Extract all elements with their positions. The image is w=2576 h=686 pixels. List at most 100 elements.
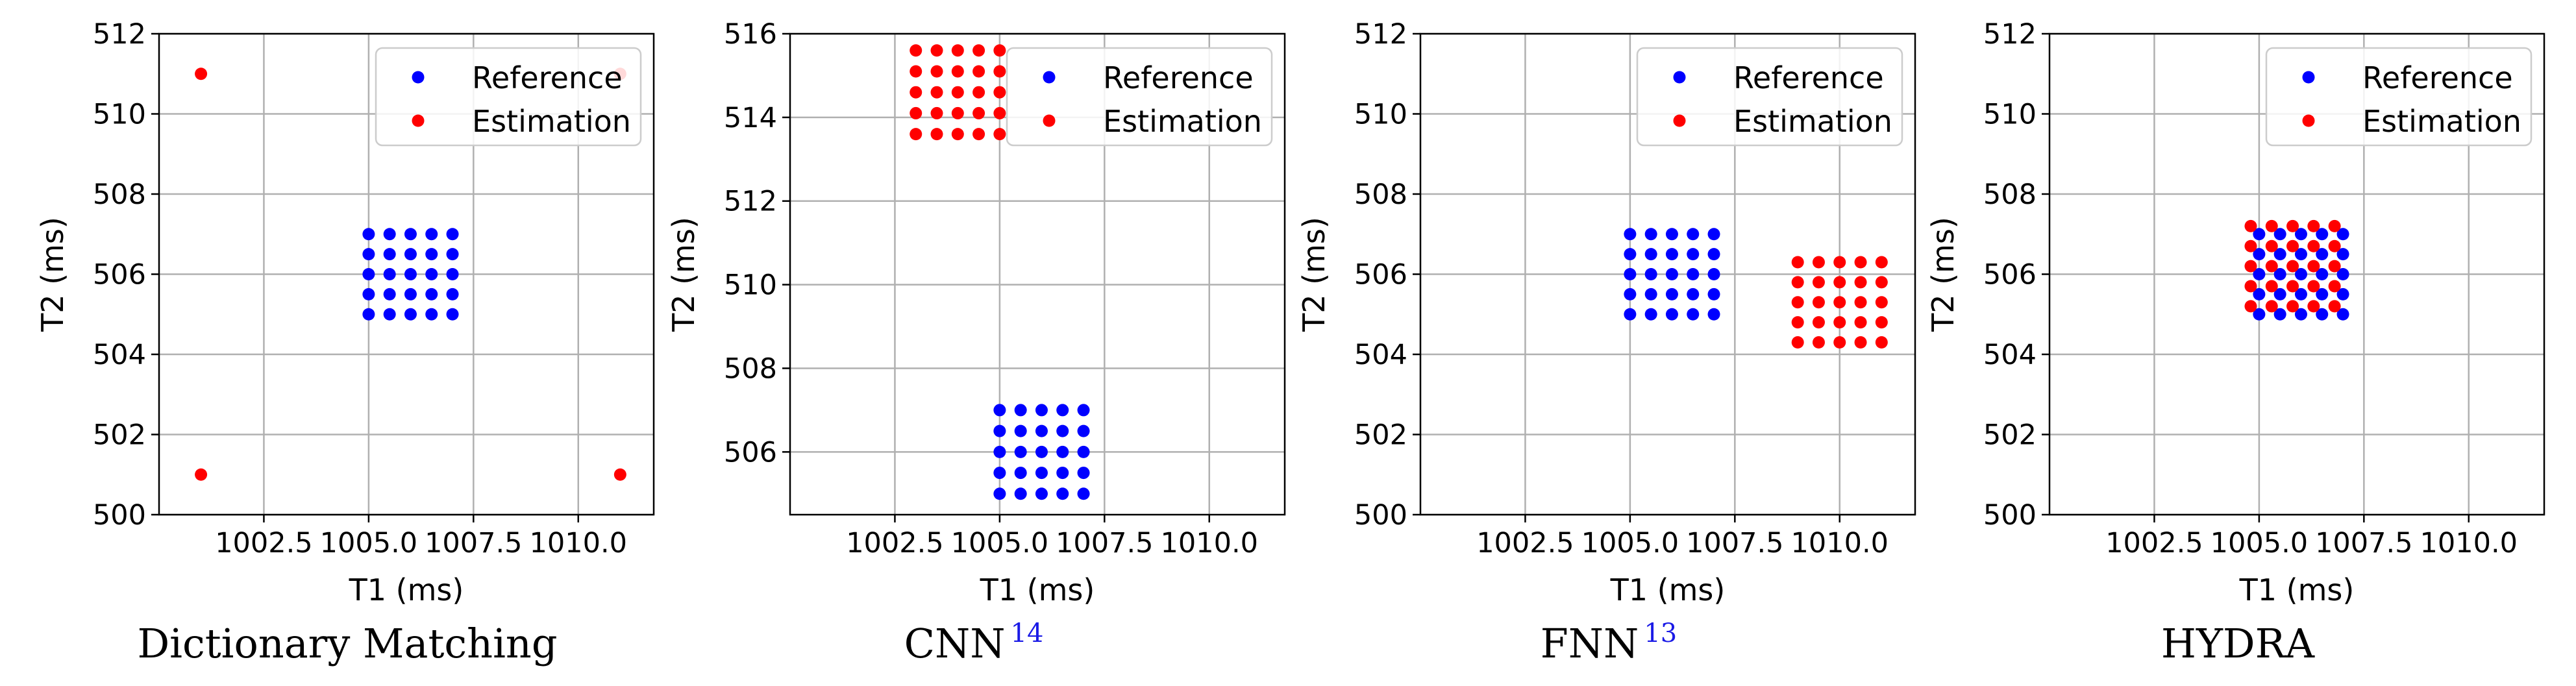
reference-point	[383, 268, 396, 280]
estimation-point	[1791, 256, 1804, 269]
estimation-point	[2244, 239, 2257, 252]
y-axis-label: T2 (ms)	[1926, 217, 1961, 332]
estimation-point	[910, 44, 923, 57]
estimation-point	[613, 468, 626, 481]
reference-point	[362, 268, 375, 280]
legend-reference-marker	[1673, 71, 1686, 84]
estimation-point	[2286, 300, 2299, 313]
panel-caption: HYDRA	[2161, 620, 2315, 667]
reference-point	[993, 487, 1006, 500]
y-tick-label: 512	[724, 186, 777, 218]
reference-point	[1665, 268, 1678, 280]
y-tick-label: 502	[93, 419, 146, 452]
x-tick-label: 1010.0	[2420, 527, 2518, 559]
estimation-point	[2265, 260, 2278, 273]
legend-estimation-marker	[1673, 114, 1686, 127]
estimation-point	[2265, 239, 2278, 252]
estimation-point	[2265, 300, 2278, 313]
x-tick-label: 1002.5	[1476, 527, 1574, 559]
legend-box	[1006, 47, 1273, 147]
reference-point	[1665, 288, 1678, 300]
estimation-point	[972, 106, 985, 119]
reference-point	[1624, 228, 1637, 241]
reference-point	[446, 288, 459, 300]
reference-point	[2273, 248, 2286, 261]
legend-reference-label: Reference	[472, 60, 623, 95]
legend-reference-marker	[412, 71, 425, 84]
reference-point	[1644, 228, 1657, 241]
reference-point	[1644, 248, 1657, 261]
y-tick-label: 510	[93, 99, 146, 131]
estimation-point	[910, 128, 923, 141]
x-tick-label: 1005.0	[2211, 527, 2308, 559]
estimation-point	[993, 44, 1006, 57]
reference-point	[1687, 288, 1700, 300]
estimation-point	[2307, 300, 2320, 313]
reference-point	[383, 308, 396, 321]
reference-point	[1624, 248, 1637, 261]
reference-point	[1056, 424, 1069, 437]
reference-point	[1077, 467, 1090, 480]
legend-estimation-label: Estimation	[2362, 104, 2521, 139]
y-tick-label: 502	[1354, 419, 1407, 452]
estimation-point	[2265, 219, 2278, 232]
y-tick-label: 504	[1983, 339, 2037, 371]
reference-point	[1707, 248, 1720, 261]
reference-point	[1624, 288, 1637, 300]
panel-caption-text: HYDRA	[2161, 620, 2315, 667]
reference-point	[1644, 308, 1657, 321]
reference-point	[383, 248, 396, 261]
y-axis-label: T2 (ms)	[666, 217, 701, 332]
reference-point	[2294, 268, 2307, 280]
reference-point	[2316, 268, 2329, 280]
reference-point	[1077, 424, 1090, 437]
estimation-point	[951, 65, 964, 78]
legend-estimation-label: Estimation	[472, 104, 631, 139]
estimation-point	[993, 65, 1006, 78]
estimation-point	[2244, 260, 2257, 273]
plot-area	[195, 67, 626, 481]
estimation-point	[2328, 280, 2341, 293]
panel-caption: Dictionary Matching	[137, 620, 557, 667]
reference-point	[2273, 228, 2286, 241]
estimation-point	[1812, 276, 1825, 289]
legend-reference-marker	[1043, 71, 1056, 84]
chart-panel-4: 1002.5 1005.0 1007.5 1010.0 500 502 504 506 508 5…	[1926, 18, 2545, 667]
y-tick-label: 504	[93, 339, 146, 371]
reference-point	[1035, 445, 1048, 458]
reference-point	[2253, 288, 2266, 300]
reference-point	[993, 467, 1006, 480]
legend: Reference Estimation	[1006, 47, 1273, 147]
reference-point	[2294, 248, 2307, 261]
legend-box	[2265, 47, 2533, 147]
y-tick-label: 506	[1983, 259, 2037, 291]
reference-point	[404, 308, 417, 321]
estimation-point	[1875, 316, 1888, 329]
y-tick-label: 516	[724, 18, 777, 51]
reference-point	[1687, 268, 1700, 280]
legend-reference-label: Reference	[1733, 60, 1884, 95]
legend: Reference Estimation	[2265, 47, 2533, 147]
estimation-point	[972, 44, 985, 57]
panel-caption-text: FNN	[1541, 620, 1639, 667]
y-tick-label: 512	[1354, 18, 1407, 51]
x-tick-label: 1007.5	[1686, 527, 1783, 559]
reference-point	[2253, 248, 2266, 261]
plot-area	[1624, 228, 1888, 349]
y-tick-label: 504	[1354, 339, 1407, 371]
estimation-point	[2286, 219, 2299, 232]
estimation-point	[2286, 260, 2299, 273]
estimation-point	[195, 468, 208, 481]
x-axis-label: T1 (ms)	[1610, 572, 1726, 607]
reference-point	[2336, 308, 2349, 321]
reference-point	[1077, 487, 1090, 500]
estimation-point	[1812, 316, 1825, 329]
estimation-point	[2307, 260, 2320, 273]
reference-point	[1035, 487, 1048, 500]
reference-point	[2294, 288, 2307, 300]
reference-point	[446, 268, 459, 280]
legend-box	[1636, 47, 1903, 147]
reference-point	[446, 308, 459, 321]
reference-point	[1035, 404, 1048, 417]
x-tick-label: 1007.5	[2315, 527, 2412, 559]
